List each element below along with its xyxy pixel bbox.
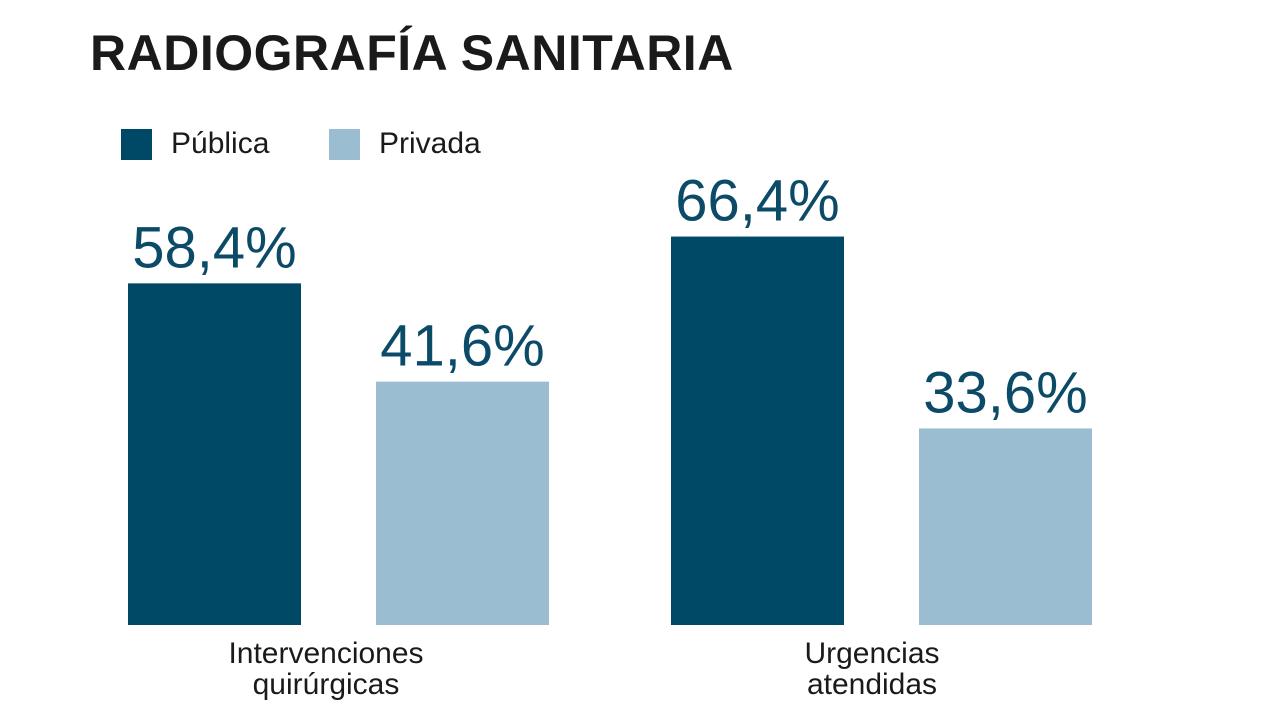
category-label-text: Intervenciones quirúrgicas: [228, 637, 424, 701]
legend-swatch-publica: [121, 128, 152, 160]
value-label: 58,4%: [132, 215, 296, 280]
category-label-intervenciones: Intervenciones quirúrgicas: [206, 638, 446, 700]
legend-label-privada: Privada: [379, 127, 481, 160]
legend-item-publica: Pública: [121, 127, 269, 161]
legend-swatch-privada: [329, 128, 360, 160]
legend-item-privada: Privada: [329, 127, 481, 161]
category-label-urgencias: Urgencias atendidas: [752, 638, 992, 700]
value-label: 33,6%: [923, 360, 1087, 425]
bar-privada-0: [376, 381, 549, 625]
chart-title: RADIOGRAFÍA SANITARIA: [90, 25, 734, 81]
value-label: 66,4%: [675, 169, 839, 234]
legend-label-publica: Pública: [171, 127, 270, 160]
category-label-text: Urgencias atendidas: [804, 637, 940, 701]
bar-privada-1: [919, 428, 1092, 625]
bar-publica-0: [128, 283, 301, 625]
bar-publica-1: [671, 236, 844, 625]
value-label: 41,6%: [380, 314, 544, 379]
